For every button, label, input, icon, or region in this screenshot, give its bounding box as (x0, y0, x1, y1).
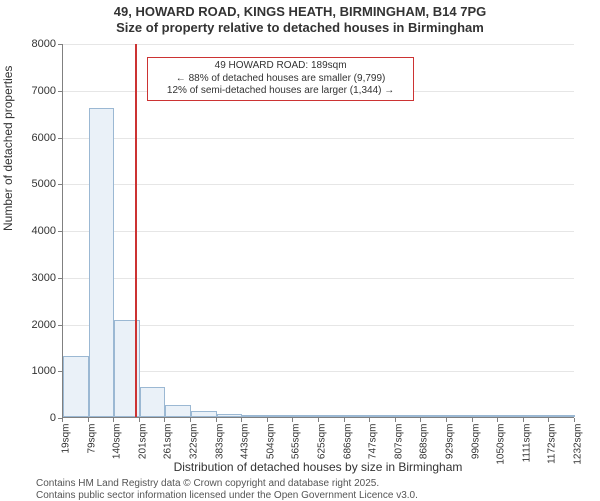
y-tick-mark (58, 278, 62, 279)
y-tick-label: 7000 (6, 85, 56, 97)
x-tick-label: 19sqm (61, 424, 72, 454)
y-tick-label: 8000 (6, 38, 56, 50)
credits-line-2: Contains public sector information licen… (36, 490, 418, 501)
x-tick-label: 1111sqm (521, 424, 532, 463)
gridline (63, 138, 574, 139)
x-tick-label: 686sqm (342, 424, 353, 460)
x-tick-label: 990sqm (470, 424, 481, 460)
histogram-bar (191, 411, 217, 417)
histogram-bar (524, 415, 550, 417)
chart-title-line1: 49, HOWARD ROAD, KINGS HEATH, BIRMINGHAM… (0, 4, 600, 19)
x-tick-mark (139, 418, 140, 422)
histogram-bar (447, 415, 473, 417)
y-tick-mark (58, 184, 62, 185)
histogram-bar (319, 415, 345, 417)
annotation-line: ← 88% of detached houses are smaller (9,… (152, 73, 408, 86)
x-tick-mark (472, 418, 473, 422)
x-tick-label: 929sqm (445, 424, 456, 460)
x-tick-mark (523, 418, 524, 422)
y-tick-mark (58, 44, 62, 45)
x-tick-mark (420, 418, 421, 422)
reference-line (135, 44, 137, 417)
x-tick-label: 383sqm (214, 424, 225, 460)
plot-area: 49 HOWARD ROAD: 189sqm← 88% of detached … (62, 44, 574, 418)
histogram-bar (370, 415, 396, 417)
y-tick-mark (58, 325, 62, 326)
histogram-bar (242, 415, 268, 417)
x-tick-label: 565sqm (291, 424, 302, 460)
x-tick-mark (267, 418, 268, 422)
credits-line-1: Contains HM Land Registry data © Crown c… (36, 478, 379, 489)
x-tick-mark (548, 418, 549, 422)
x-tick-label: 261sqm (163, 424, 174, 460)
x-tick-label: 504sqm (265, 424, 276, 460)
y-tick-mark (58, 91, 62, 92)
histogram-bar (396, 415, 422, 417)
x-tick-label: 1232sqm (573, 424, 584, 465)
x-tick-label: 747sqm (368, 424, 379, 460)
x-tick-mark (292, 418, 293, 422)
y-tick-label: 3000 (6, 272, 56, 284)
histogram-bar (421, 415, 447, 417)
x-tick-mark (164, 418, 165, 422)
x-tick-mark (369, 418, 370, 422)
x-tick-mark (318, 418, 319, 422)
y-tick-label: 6000 (6, 132, 56, 144)
x-tick-label: 79sqm (86, 424, 97, 454)
histogram-bar (217, 414, 243, 417)
histogram-bar (268, 415, 294, 417)
gridline (63, 44, 574, 45)
x-tick-mark (241, 418, 242, 422)
x-tick-mark (574, 418, 575, 422)
x-tick-label: 322sqm (189, 424, 200, 460)
y-tick-mark (58, 371, 62, 372)
x-tick-label: 868sqm (419, 424, 430, 460)
x-tick-mark (497, 418, 498, 422)
x-tick-mark (446, 418, 447, 422)
histogram-bar (498, 415, 524, 417)
x-tick-label: 140sqm (112, 424, 123, 460)
x-tick-mark (190, 418, 191, 422)
y-tick-mark (58, 231, 62, 232)
x-tick-label: 443sqm (240, 424, 251, 460)
histogram-bar (473, 415, 499, 417)
x-tick-mark (88, 418, 89, 422)
y-tick-label: 5000 (6, 178, 56, 190)
y-tick-label: 2000 (6, 319, 56, 331)
x-tick-label: 1172sqm (547, 424, 558, 464)
x-tick-mark (113, 418, 114, 422)
x-tick-mark (395, 418, 396, 422)
histogram-bar (165, 405, 191, 417)
annotation-box: 49 HOWARD ROAD: 189sqm← 88% of detached … (147, 57, 413, 101)
x-tick-label: 625sqm (317, 424, 328, 460)
x-tick-mark (344, 418, 345, 422)
histogram-bar (549, 415, 575, 417)
annotation-line: 49 HOWARD ROAD: 189sqm (152, 60, 408, 73)
chart-container: 49, HOWARD ROAD, KINGS HEATH, BIRMINGHAM… (0, 0, 600, 500)
histogram-bar (293, 415, 319, 417)
y-tick-mark (58, 138, 62, 139)
gridline (63, 184, 574, 185)
chart-title-line2: Size of property relative to detached ho… (0, 20, 600, 35)
x-tick-label: 1050sqm (496, 424, 507, 465)
histogram-bar (63, 356, 89, 417)
histogram-bar (345, 415, 371, 417)
gridline (63, 231, 574, 232)
x-tick-label: 201sqm (137, 424, 148, 460)
y-tick-label: 1000 (6, 365, 56, 377)
histogram-bar (89, 108, 115, 417)
x-tick-mark (62, 418, 63, 422)
histogram-bar (140, 387, 166, 417)
x-tick-label: 807sqm (393, 424, 404, 460)
y-tick-label: 0 (6, 412, 56, 424)
gridline (63, 278, 574, 279)
annotation-line: 12% of semi-detached houses are larger (… (152, 85, 408, 98)
y-tick-label: 4000 (6, 225, 56, 237)
x-tick-mark (216, 418, 217, 422)
